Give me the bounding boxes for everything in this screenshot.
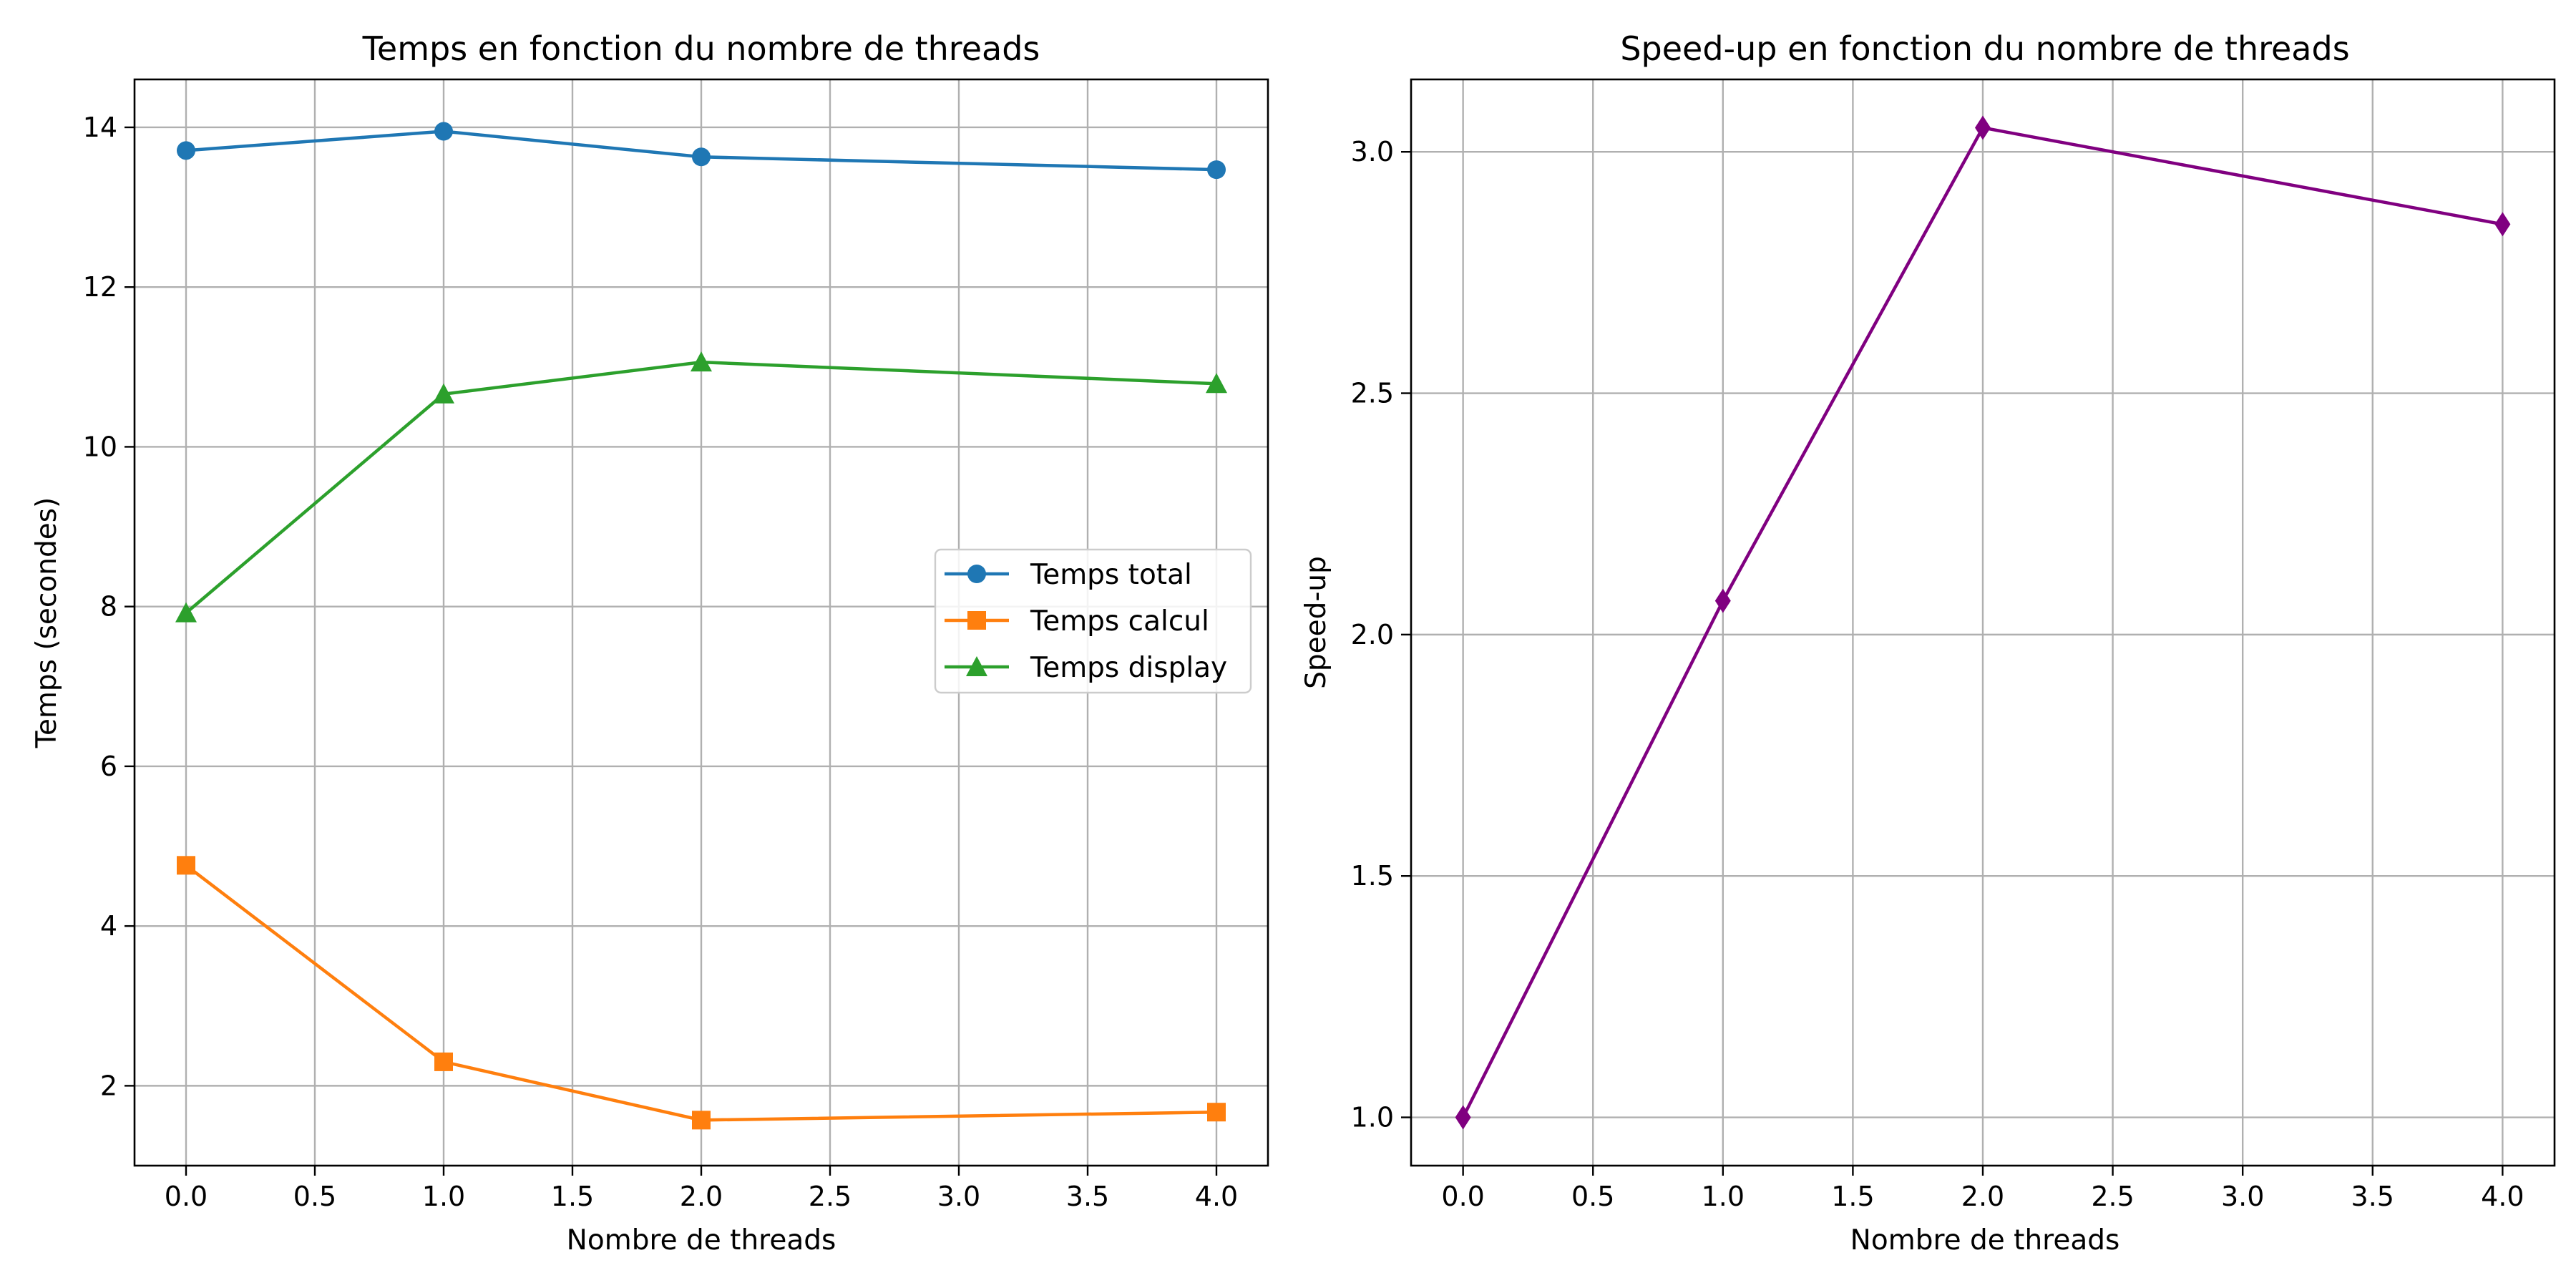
speedup-chart-y-tick-label: 3.0	[1351, 136, 1394, 167]
speedup-chart: Speed-up en fonction du nombre de thread…	[1300, 29, 2556, 1257]
time-chart-point-temps-calcul	[177, 856, 195, 875]
time-chart-series	[175, 122, 1227, 1130]
speedup-chart-x-tick-label: 2.5	[2091, 1181, 2134, 1212]
time-chart-y-tick-label: 6	[100, 751, 117, 782]
speedup-chart-x-tick-label: 0.0	[1441, 1181, 1484, 1212]
time-chart-y-tick-label: 8	[100, 591, 117, 623]
time-chart-point-temps-total	[1207, 160, 1226, 180]
time-chart-point-temps-total	[177, 141, 195, 160]
speedup-chart-y-axis-label: Speed-up	[1300, 556, 1332, 689]
time-chart-series-temps-total	[177, 122, 1226, 180]
time-chart-y-tick-label: 2	[100, 1070, 117, 1101]
time-chart-x-tick-label: 0.5	[293, 1181, 336, 1212]
speedup-chart-x-tick-label: 4.0	[2481, 1181, 2524, 1212]
speedup-chart-series-speed-up	[1455, 115, 2511, 1130]
time-chart-y-tick-label: 10	[83, 431, 117, 462]
time-chart-x-tick-label: 0.0	[165, 1181, 208, 1212]
speedup-chart-series	[1455, 115, 2511, 1130]
speedup-chart-grid	[1411, 79, 2555, 1166]
time-chart-legend: Temps total Temps calcul Temps display	[934, 548, 1252, 694]
speedup-chart-x-tick-label: 3.5	[2351, 1181, 2394, 1212]
legend-entry-temps-calcul: Temps calcul	[945, 605, 1209, 638]
time-chart-title: Temps en fonction du nombre de threads	[362, 29, 1040, 68]
time-chart-line-temps-display	[185, 360, 1217, 615]
legend-label-temps-total: Temps total	[1030, 559, 1192, 591]
speedup-chart-y-tick-label: 1.0	[1351, 1102, 1394, 1133]
time-chart-point-temps-display	[691, 351, 712, 372]
time-chart-x-tick-label: 1.5	[551, 1181, 594, 1212]
time-chart-point-temps-display	[1206, 373, 1227, 394]
time-chart-y-tick-label: 4	[100, 910, 117, 942]
speedup-chart-y-tick-label: 2.0	[1351, 619, 1394, 650]
speedup-chart-point-speed-up	[1455, 1105, 1471, 1130]
time-chart-point-temps-calcul	[1207, 1103, 1226, 1122]
speedup-chart-x-tick-label: 0.5	[1571, 1181, 1614, 1212]
time-chart-x-tick-label: 2.0	[680, 1181, 723, 1212]
time-chart-series-temps-display	[175, 351, 1227, 623]
legend-entry-temps-total: Temps total	[945, 559, 1192, 591]
time-chart-point-temps-display	[175, 602, 197, 623]
speedup-chart-line-speed-up	[1461, 126, 2503, 1118]
time-chart-x-axis-label: Nombre de threads	[567, 1224, 836, 1257]
time-chart-point-temps-display	[433, 383, 454, 404]
legend-marker-temps-total	[967, 565, 986, 583]
time-chart-ticks: 0.0 0.5 1.0 1.5 2.0 2.5 3.0 3.5 4.0 2 4 6 8 10 12 14	[83, 112, 1239, 1212]
time-chart-y-tick-label: 14	[83, 112, 117, 143]
time-chart-y-tick-label: 12	[83, 271, 117, 303]
legend-label-temps-calcul: Temps calcul	[1030, 605, 1209, 638]
time-chart-point-temps-calcul	[692, 1111, 711, 1130]
time-chart-y-axis-label: Temps (secondes)	[31, 497, 63, 749]
time-chart-line-temps-total	[185, 130, 1217, 172]
time-chart-x-tick-label: 3.0	[937, 1181, 980, 1212]
speedup-chart-x-tick-label: 1.5	[1831, 1181, 1874, 1212]
legend-marker-temps-display	[966, 656, 987, 676]
time-chart-series-temps-calcul	[177, 856, 1226, 1130]
speedup-chart-x-tick-label: 1.0	[1702, 1181, 1745, 1212]
legend-entry-temps-display: Temps display	[945, 652, 1227, 684]
speedup-chart-ticks: 0.0 0.5 1.0 1.5 2.0 2.5 3.0 3.5 4.0 1.0 1.5 2.0 2.5 3…	[1351, 136, 2524, 1212]
time-chart-point-temps-total	[692, 147, 711, 167]
speedup-chart-x-tick-label: 2.0	[1961, 1181, 2004, 1212]
time-chart-point-temps-total	[434, 122, 453, 141]
time-chart-point-temps-calcul	[434, 1052, 453, 1071]
speedup-chart-x-tick-label: 3.0	[2221, 1181, 2264, 1212]
time-chart-line-temps-calcul	[185, 864, 1217, 1122]
time-chart-x-tick-label: 4.0	[1195, 1181, 1238, 1212]
speedup-chart-point-speed-up	[1714, 588, 1731, 613]
legend-label-temps-display: Temps display	[1030, 652, 1227, 684]
speedup-chart-y-tick-label: 2.5	[1351, 378, 1394, 409]
legend-box	[934, 548, 1252, 694]
time-chart-x-tick-label: 1.0	[422, 1181, 465, 1212]
speedup-chart-y-tick-label: 1.5	[1351, 860, 1394, 892]
speedup-chart-point-speed-up	[2494, 212, 2511, 237]
time-chart-grid	[135, 79, 1268, 1166]
speedup-chart-point-speed-up	[1975, 115, 1991, 140]
speedup-chart-x-axis-label: Nombre de threads	[1850, 1224, 2120, 1257]
time-chart-x-tick-label: 2.5	[809, 1181, 852, 1212]
time-chart-x-tick-label: 3.5	[1066, 1181, 1109, 1212]
time-chart: Temps en fonction du nombre de threads 0…	[31, 29, 1269, 1257]
speedup-chart-title: Speed-up en fonction du nombre de thread…	[1620, 29, 2349, 68]
legend-marker-temps-calcul	[967, 611, 986, 630]
